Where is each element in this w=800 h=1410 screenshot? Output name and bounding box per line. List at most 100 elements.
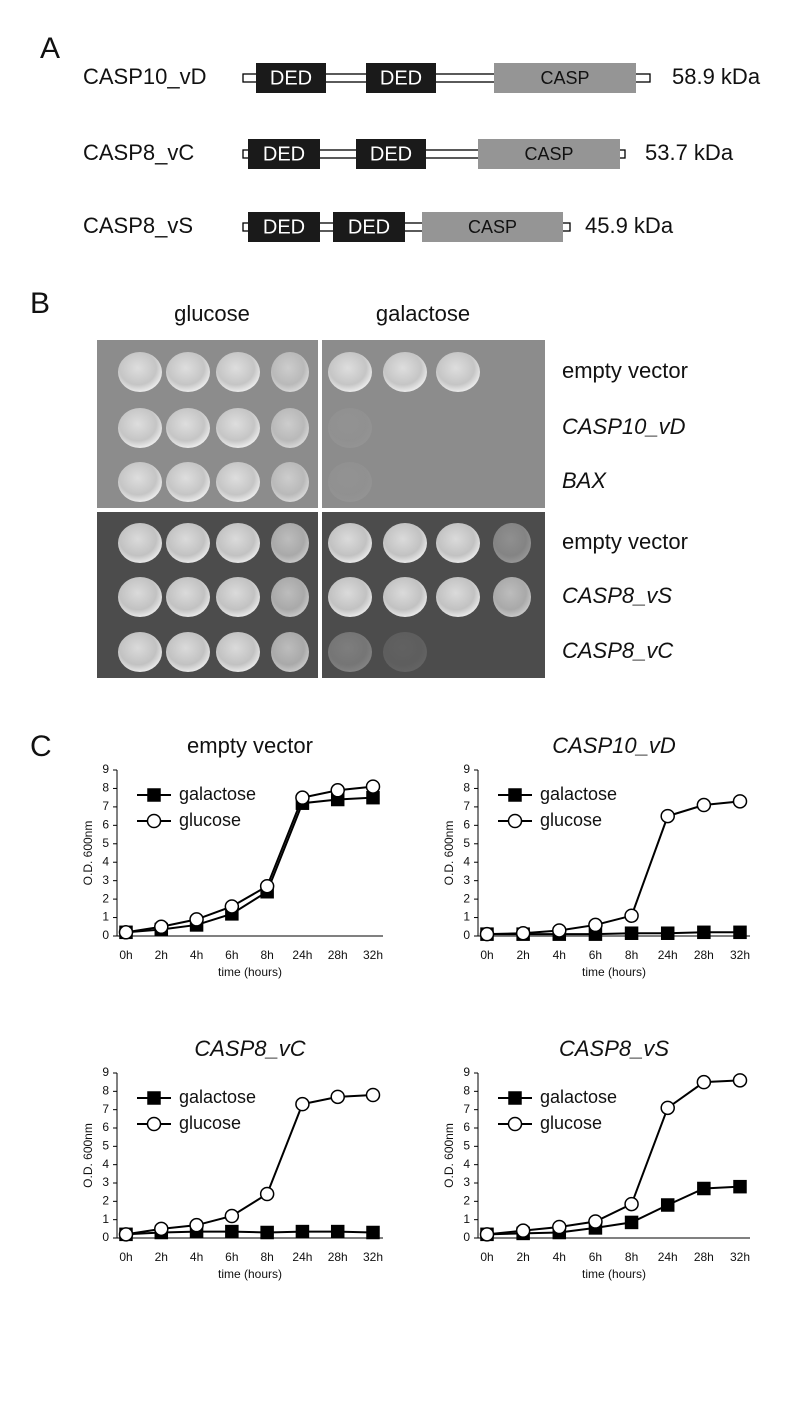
domain-label: DED bbox=[263, 216, 305, 238]
x-tick-label: 2h bbox=[155, 1250, 168, 1264]
data-point bbox=[588, 917, 603, 933]
x-axis-label: time (hours) bbox=[582, 965, 646, 979]
x-tick-label: 8h bbox=[625, 948, 638, 962]
ded-domain bbox=[256, 63, 326, 93]
legend-marker bbox=[508, 1091, 522, 1105]
y-tick-label: 3 bbox=[463, 1175, 470, 1189]
protein-name: CASP10_vD bbox=[83, 64, 207, 89]
yeast-spot bbox=[328, 523, 372, 563]
yeast-spot bbox=[166, 408, 210, 448]
y-tick-label: 1 bbox=[102, 910, 109, 924]
data-point bbox=[295, 790, 310, 805]
y-tick-label: 3 bbox=[102, 1175, 109, 1189]
row-label: CASP8_vS bbox=[562, 583, 672, 608]
yeast-spot bbox=[271, 632, 309, 672]
yeast-spot bbox=[436, 352, 480, 392]
x-axis-label: time (hours) bbox=[582, 1267, 646, 1281]
data-point bbox=[624, 1215, 639, 1230]
y-tick-label: 0 bbox=[102, 928, 109, 942]
y-tick-label: 8 bbox=[463, 781, 470, 795]
data-point bbox=[660, 1198, 675, 1212]
x-tick-label: 24h bbox=[292, 948, 312, 962]
casp-domain bbox=[494, 63, 636, 93]
x-tick-label: 0h bbox=[119, 948, 132, 962]
yeast-spot bbox=[166, 523, 210, 563]
x-tick-label: 6h bbox=[589, 1250, 602, 1264]
x-tick-label: 8h bbox=[625, 1250, 638, 1264]
yeast-spot bbox=[216, 632, 260, 672]
yeast-spot bbox=[118, 577, 162, 617]
y-tick-label: 3 bbox=[463, 873, 470, 887]
domain-label: CASP bbox=[468, 217, 517, 237]
yeast-spot bbox=[216, 352, 260, 392]
yeast-spot bbox=[493, 577, 531, 617]
legend-marker bbox=[146, 813, 162, 829]
data-point bbox=[189, 1217, 204, 1233]
data-point bbox=[118, 925, 134, 940]
chart-title: CASP8_vS bbox=[559, 1036, 669, 1061]
yeast-spot bbox=[166, 462, 210, 502]
legend-label: glucose bbox=[540, 810, 602, 830]
chart-title: CASP8_vC bbox=[194, 1036, 305, 1061]
y-tick-label: 5 bbox=[102, 1139, 109, 1153]
data-point bbox=[515, 925, 531, 941]
row-label: BAX bbox=[562, 468, 607, 493]
y-tick-label: 9 bbox=[463, 1065, 470, 1079]
legend-label: galactose bbox=[179, 1087, 256, 1107]
yeast-spot bbox=[216, 577, 260, 617]
legend-marker bbox=[507, 1116, 523, 1132]
y-tick-label: 3 bbox=[102, 873, 109, 887]
data-point bbox=[330, 783, 345, 798]
backbone bbox=[242, 222, 571, 232]
x-axis-label: time (hours) bbox=[218, 1267, 282, 1281]
y-tick-label: 9 bbox=[463, 762, 470, 776]
y-tick-label: 9 bbox=[102, 1065, 109, 1079]
y-tick-label: 9 bbox=[102, 762, 109, 776]
series-line bbox=[125, 796, 374, 934]
yeast-spot bbox=[271, 408, 309, 448]
x-tick-label: 28h bbox=[328, 948, 348, 962]
data-point bbox=[660, 808, 675, 824]
data-point bbox=[154, 919, 169, 935]
y-tick-label: 2 bbox=[102, 891, 109, 905]
y-tick-label: 6 bbox=[463, 1120, 470, 1134]
x-axis-label: time (hours) bbox=[218, 965, 282, 979]
data-point bbox=[479, 1227, 495, 1242]
data-point bbox=[365, 779, 381, 794]
y-tick-label: 6 bbox=[102, 818, 109, 832]
yeast-spot bbox=[436, 577, 480, 617]
casp-domain bbox=[422, 212, 563, 242]
yeast-spot bbox=[328, 352, 372, 392]
yeast-spot bbox=[118, 632, 162, 672]
domain-label: CASP bbox=[524, 144, 573, 164]
data-point bbox=[225, 1224, 239, 1239]
yeast-spot bbox=[328, 632, 372, 672]
y-tick-label: 2 bbox=[463, 1194, 470, 1208]
panel-label: C bbox=[30, 730, 52, 763]
y-tick-label: 1 bbox=[463, 1212, 470, 1226]
legend-marker bbox=[507, 813, 523, 829]
data-point bbox=[260, 1225, 274, 1240]
y-tick-label: 8 bbox=[102, 781, 109, 795]
data-point bbox=[660, 926, 675, 940]
yeast-spot bbox=[436, 523, 480, 563]
yeast-spot bbox=[383, 632, 427, 672]
legend-label: galactose bbox=[540, 1087, 617, 1107]
yeast-spot bbox=[216, 523, 260, 563]
y-tick-label: 6 bbox=[102, 1120, 109, 1134]
y-axis-label: O.D. 600nm bbox=[81, 821, 95, 886]
y-axis-label: O.D. 600nm bbox=[81, 1123, 95, 1188]
yeast-spot bbox=[118, 462, 162, 502]
backbone bbox=[242, 73, 651, 83]
data-point bbox=[552, 1219, 567, 1235]
ded-domain bbox=[356, 139, 426, 169]
x-tick-label: 4h bbox=[553, 1250, 566, 1264]
data-point bbox=[154, 1221, 169, 1237]
x-tick-label: 28h bbox=[694, 1250, 714, 1264]
row-label: CASP10_vD bbox=[562, 414, 686, 439]
data-point bbox=[479, 926, 495, 942]
data-point bbox=[732, 1073, 748, 1088]
y-tick-label: 2 bbox=[463, 891, 470, 905]
domain-label: DED bbox=[370, 143, 412, 165]
x-tick-label: 6h bbox=[225, 948, 238, 962]
